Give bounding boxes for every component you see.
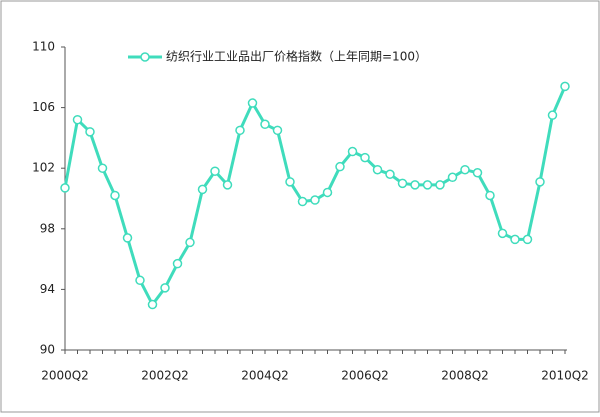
point [472,167,483,178]
point [397,178,408,189]
x-tick-label: 2004Q2 [241,369,289,383]
point [247,98,258,108]
point [385,169,395,180]
x-tick-label: 2000Q2 [41,369,89,383]
point [285,177,295,187]
point [297,196,308,207]
point [272,125,283,136]
point [235,125,245,136]
point [360,152,370,163]
point [560,81,570,92]
point [260,119,270,130]
point [447,172,458,183]
point [210,166,220,176]
point [172,258,183,269]
y-tick-label: 94 [40,282,55,296]
point [110,190,120,201]
point [485,190,495,201]
point [60,183,70,193]
y-tick-label: 98 [40,221,55,235]
y-tick-label: 106 [32,100,55,114]
point [547,110,558,120]
x-tick-label: 2008Q2 [441,369,489,383]
x-tick-label: 2006Q2 [341,369,389,383]
point [335,161,345,172]
point [122,233,133,243]
point [72,114,83,125]
x-tick-label: 2010Q2 [541,369,589,383]
point [372,164,383,175]
point [147,299,158,310]
point [85,127,95,137]
point [422,180,433,190]
point [347,146,358,157]
point [160,283,170,293]
y-tick-label: 102 [32,161,55,175]
legend-label: 纺织行业工业品出厂价格指数（上年同期=100） [166,49,427,64]
point [460,164,470,175]
point [497,228,508,239]
y-tick-label: 110 [32,40,55,54]
point [197,184,208,195]
x-tick-label: 2002Q2 [141,369,189,383]
point [410,180,420,190]
point [97,163,108,173]
point [522,234,533,245]
legend-marker [140,52,150,62]
y-tick-label: 90 [40,343,55,357]
point [185,237,195,248]
point [135,275,145,286]
point [510,234,520,245]
point [310,195,320,205]
point [222,180,233,190]
point [535,177,545,187]
point [435,180,445,190]
point [322,187,333,198]
